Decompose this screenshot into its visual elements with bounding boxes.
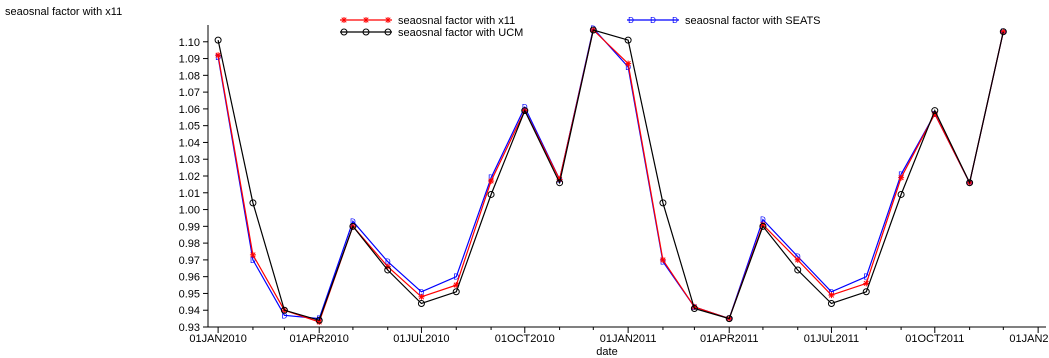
y-tick-label: 1.00: [179, 205, 200, 217]
series-line: [217, 28, 1004, 323]
data-point-letter: D: [650, 16, 656, 25]
data-point-circle: [487, 190, 495, 198]
data-point-circle: [521, 107, 529, 115]
data-point-asterisk: [794, 256, 801, 263]
data-point-circle: [999, 28, 1007, 36]
y-tick-label: 1.01: [179, 188, 200, 200]
data-point-asterisk: [385, 17, 391, 23]
data-point-asterisk: [363, 17, 369, 23]
data-point-circle: [384, 28, 392, 36]
data-point-asterisk: [249, 251, 256, 258]
legend-item-0: seaosnal factor with x11: [340, 15, 515, 27]
legend-item-2: seaosnal factor with UCM: [340, 27, 523, 39]
data-point-letter: D: [250, 256, 256, 265]
data-point-circle: [690, 305, 698, 313]
data-point-circle: [624, 36, 632, 44]
data-point-circle: [417, 300, 425, 308]
data-point-circle: [759, 222, 767, 230]
x-tick-label: 01APR2011: [700, 333, 759, 345]
data-point-asterisk: [488, 178, 495, 185]
axes: 0.93 0.94 0.95 0.96 0.97 0.98 0.99 1.00 1.01 1.02…: [179, 25, 1049, 345]
data-point-circle: [589, 26, 597, 34]
data-point-circle: [249, 199, 257, 207]
y-tick-label: 1.09: [179, 54, 200, 66]
data-point-circle: [280, 306, 288, 314]
y-tick-label: 0.97: [179, 255, 200, 267]
x-tick-label: 01JAN2011: [600, 333, 657, 345]
y-tick-label: 1.05: [179, 121, 200, 133]
x-tick-label: 01JUL2011: [804, 333, 859, 345]
data-point-letter: D: [628, 16, 634, 25]
data-point-circle: [827, 300, 835, 308]
data-point-circle: [659, 199, 667, 207]
y-axis-title-group: seaosnal factor with x11: [5, 6, 122, 18]
x-axis-title-group: date: [596, 346, 617, 358]
y-axis-title: seaosnal factor with x11: [5, 6, 122, 18]
data-point-circle: [315, 316, 323, 324]
data-point-asterisk: [418, 293, 425, 300]
y-tick-label: 1.07: [179, 87, 200, 99]
data-point-circle: [362, 28, 370, 36]
data-point-letter: D: [281, 311, 287, 320]
y-tick-label: 0.98: [179, 238, 200, 250]
data-point-asterisk: [828, 292, 835, 299]
data-point-asterisk: [863, 280, 870, 287]
data-point-letter: D: [760, 216, 766, 225]
legend-label: seaosnal factor with UCM: [398, 27, 523, 39]
data-point-letter: D: [419, 288, 425, 297]
y-tick-label: 1.04: [179, 137, 200, 149]
y-tick-label: 0.95: [179, 288, 200, 300]
data-point-asterisk: [341, 17, 347, 23]
y-tick-label: 1.10: [179, 37, 200, 49]
data-point-letter: D: [350, 217, 356, 226]
series-layer: DDDDDDDDDDDDDDDDDDDDDDDD: [214, 24, 1007, 325]
x-axis-title: date: [596, 346, 617, 358]
series-2: [214, 26, 1007, 324]
x-tick-label: 01OCT2010: [495, 333, 555, 345]
data-point-circle: [794, 266, 802, 274]
data-point-circle: [862, 288, 870, 296]
data-point-letter: D: [672, 16, 678, 25]
series-line: [217, 27, 1004, 320]
x-tick-label: 01JAN2010: [189, 333, 247, 345]
data-point-asterisk: [215, 52, 222, 59]
y-tick-label: 1.03: [179, 154, 200, 166]
data-point-asterisk: [625, 60, 632, 67]
data-point-circle: [725, 315, 733, 323]
data-point-asterisk: [898, 174, 905, 181]
data-point-circle: [452, 288, 460, 296]
x-tick-label: 01JUL2010: [393, 333, 449, 345]
data-point-circle: [966, 179, 974, 187]
y-tick-label: 0.96: [179, 272, 200, 284]
data-point-circle: [214, 36, 222, 44]
data-point-circle: [384, 266, 392, 274]
y-tick-label: 0.93: [179, 322, 200, 334]
y-tick-label: 1.02: [179, 171, 200, 183]
data-point-asterisk: [659, 256, 666, 263]
y-tick-label: 0.94: [179, 305, 200, 317]
data-point-circle: [556, 179, 564, 187]
y-tick-label: 1.08: [179, 70, 200, 82]
y-tick-label: 0.99: [179, 221, 200, 233]
x-tick-label: 01APR2010: [290, 333, 349, 345]
legend-label: seaosnal factor with SEATS: [685, 15, 821, 27]
y-tick-label: 1.06: [179, 104, 200, 116]
data-point-circle: [931, 107, 939, 115]
data-point-circle: [897, 190, 905, 198]
data-point-letter: D: [453, 273, 459, 282]
x-tick-label: 01OCT2011: [905, 333, 964, 345]
data-point-letter: D: [385, 258, 391, 267]
data-point-letter: D: [863, 273, 869, 282]
series-line: [217, 29, 1004, 322]
data-point-circle: [340, 28, 348, 36]
legend-label: seaosnal factor with x11: [398, 15, 515, 27]
data-point-circle: [349, 222, 357, 230]
x-tick-label: 01JAN2012: [1009, 333, 1049, 345]
